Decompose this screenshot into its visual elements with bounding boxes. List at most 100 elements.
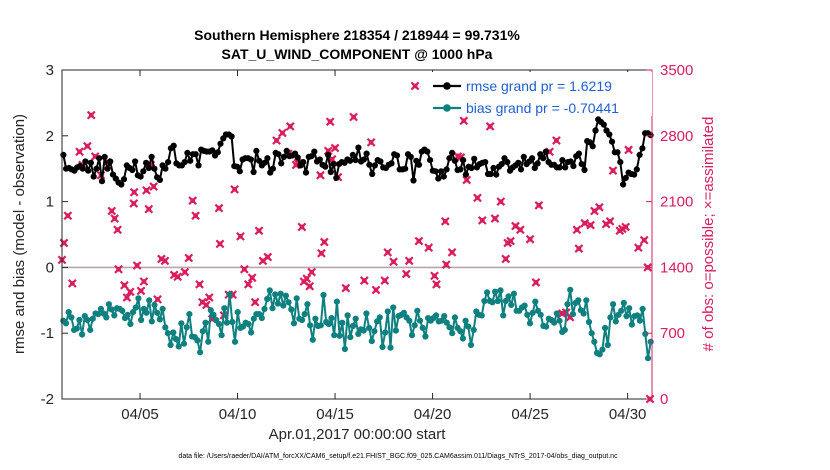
bias-point: [422, 333, 429, 340]
rmse-point: [581, 166, 588, 174]
bias-point: [349, 322, 357, 330]
bias-point: [320, 291, 327, 299]
bias-point: [148, 318, 155, 325]
rmse-point: [250, 168, 257, 176]
obs-marker-core: [151, 184, 157, 189]
bias-point: [132, 304, 139, 311]
rmse-point: [451, 157, 458, 164]
bias-point: [170, 329, 177, 336]
bias-point: [497, 287, 504, 294]
x-tick-label: 04/25: [511, 406, 549, 423]
rmse-point: [120, 176, 128, 183]
bias-point: [387, 344, 394, 351]
left-y-tick-label: 1: [46, 194, 54, 211]
rmse-point: [228, 133, 235, 140]
obs-marker-core: [241, 266, 247, 272]
bias-point: [459, 335, 466, 342]
rmse-point: [132, 158, 139, 165]
rmse-point: [427, 157, 434, 164]
bias-point: [261, 305, 268, 312]
bias-point: [419, 324, 426, 331]
obs-marker-core: [508, 238, 513, 244]
bias-point: [62, 320, 70, 327]
obs-marker-core: [245, 281, 251, 287]
bias-point: [79, 331, 86, 338]
bias-point: [583, 297, 590, 304]
bias-point: [159, 305, 166, 312]
obs-marker-core: [318, 172, 323, 178]
rmse-point: [363, 150, 370, 157]
obs-marker-core: [321, 239, 327, 245]
obs-marker-core: [368, 139, 374, 145]
rmse-point: [517, 166, 525, 173]
rmse-point: [617, 159, 624, 166]
obs-marker-core: [109, 208, 115, 214]
x-tick-label: 04/10: [219, 406, 257, 423]
obs-marker-core: [216, 205, 222, 211]
bias-point: [124, 311, 131, 318]
bias-point: [272, 291, 279, 298]
bias-point: [470, 326, 477, 333]
bias-point: [602, 324, 609, 331]
rmse-point: [192, 151, 199, 158]
bias-point: [500, 312, 507, 319]
rmse-point: [60, 151, 67, 158]
bias-point: [481, 297, 488, 305]
bias-point: [537, 311, 544, 318]
bias-point: [180, 340, 188, 347]
bias-point: [443, 319, 450, 326]
right-y-tick-label: 2800: [660, 128, 693, 145]
obs-marker-core: [434, 281, 439, 287]
legend-rmse-label: rmse grand pr = 1.6219: [466, 78, 612, 94]
rmse-point: [440, 173, 447, 180]
obs-marker-core: [623, 224, 629, 230]
obs-marker-core: [343, 285, 349, 291]
bias-point: [642, 330, 649, 337]
left-y-tick-label: 2: [46, 128, 54, 145]
obs-marker-core: [442, 218, 448, 224]
obs-marker-core: [461, 118, 467, 124]
bias-point: [229, 318, 236, 326]
bias-point: [556, 317, 563, 324]
bias-point: [154, 309, 161, 316]
obs-marker-core: [144, 187, 149, 193]
obs-marker-core: [327, 119, 333, 125]
rmse-point: [308, 153, 315, 160]
bias-point: [368, 338, 375, 345]
bias-point: [325, 320, 332, 328]
x-tick-label: 04/30: [609, 406, 647, 423]
bias-point: [623, 313, 630, 320]
obs-marker-core: [252, 299, 258, 305]
obs-marker-core: [69, 280, 75, 286]
bias-point: [510, 290, 517, 297]
obs-marker-core: [146, 206, 152, 212]
rmse-point: [570, 163, 577, 170]
obs-marker-core: [299, 224, 305, 230]
rmse-point: [498, 161, 505, 168]
right-y-tick-label: 3500: [660, 62, 693, 79]
obs-marker-core: [464, 177, 470, 183]
rmse-point: [261, 159, 268, 166]
bias-point: [626, 305, 633, 312]
bias-point: [202, 319, 209, 326]
rmse-point: [540, 155, 547, 162]
rmse-point: [415, 161, 423, 168]
bias-point: [234, 309, 241, 316]
bias-point: [178, 320, 185, 327]
rmse-point: [443, 166, 450, 173]
rmse-point: [529, 155, 536, 162]
bias-point: [400, 309, 407, 316]
bias-point: [484, 289, 491, 296]
bias-point: [344, 312, 351, 319]
bias-point: [264, 295, 271, 303]
bias-point: [379, 343, 386, 351]
obs-marker-core: [304, 276, 310, 282]
obs-marker-core: [517, 227, 523, 233]
chart-title-line2: SAT_U_WIND_COMPONENT @ 1000 hPa: [222, 46, 493, 62]
obs-marker-core: [329, 156, 335, 162]
obs-marker-core: [361, 278, 367, 283]
bias-point: [414, 307, 421, 314]
rmse-point: [636, 151, 643, 158]
bias-point: [341, 345, 348, 353]
